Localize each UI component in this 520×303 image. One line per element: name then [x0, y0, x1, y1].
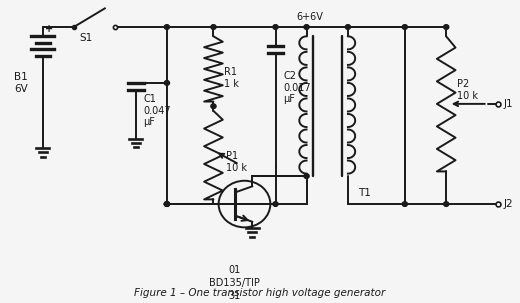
Circle shape: [164, 25, 170, 29]
Circle shape: [164, 202, 170, 206]
Circle shape: [444, 202, 449, 206]
Circle shape: [402, 25, 407, 29]
Text: J2: J2: [503, 199, 513, 209]
Circle shape: [304, 25, 309, 29]
Circle shape: [164, 81, 170, 85]
Text: T1: T1: [358, 188, 371, 198]
Text: P2
10 k: P2 10 k: [457, 79, 477, 101]
Text: Figure 1 – One transistor high voltage generator: Figure 1 – One transistor high voltage g…: [134, 288, 386, 298]
Text: P1
10 k: P1 10 k: [226, 151, 248, 173]
Text: J1: J1: [503, 99, 513, 109]
Text: R1
1 k: R1 1 k: [224, 68, 239, 89]
Circle shape: [211, 104, 216, 108]
Circle shape: [273, 202, 278, 206]
Text: C2
0.017
μF: C2 0.017 μF: [283, 71, 311, 104]
Text: 6+6V: 6+6V: [296, 12, 323, 22]
Text: +: +: [45, 24, 53, 34]
Text: S1: S1: [79, 33, 92, 43]
Circle shape: [273, 25, 278, 29]
Circle shape: [304, 174, 309, 178]
Circle shape: [164, 202, 170, 206]
Text: B1
6V: B1 6V: [15, 72, 28, 94]
Text: C1
0.047
μF: C1 0.047 μF: [144, 94, 171, 128]
Circle shape: [444, 25, 449, 29]
Circle shape: [164, 202, 170, 206]
Circle shape: [402, 202, 407, 206]
Circle shape: [211, 25, 216, 29]
Circle shape: [345, 25, 350, 29]
Text: 01
BD135/TIP
31: 01 BD135/TIP 31: [209, 265, 259, 301]
